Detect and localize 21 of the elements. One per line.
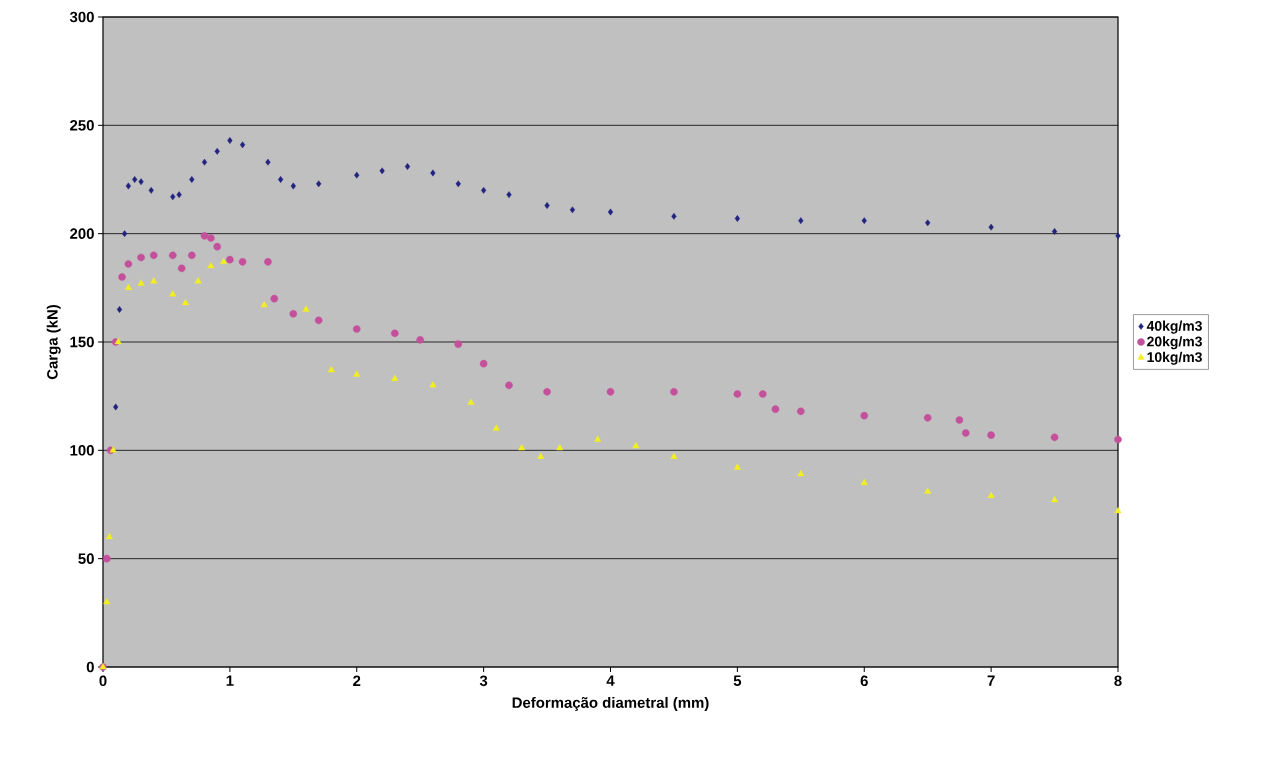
x-tick-label: 2 [353, 675, 361, 686]
y-tick-label: 150 [70, 336, 94, 348]
x-tick-label: 5 [733, 675, 742, 686]
x-axis-title: Deformação diametral (mm) [512, 696, 709, 711]
y-tick-label: 50 [78, 553, 94, 564]
legend-label: 10kg/m3 [1147, 351, 1202, 365]
y-tick-label: 300 [69, 11, 94, 23]
y-tick-label: 100 [70, 445, 94, 456]
x-tick-label: 1 [226, 675, 234, 686]
x-tick-label: 4 [606, 675, 615, 686]
y-axis-title: Carga (kN) [46, 304, 61, 380]
x-tick-label: 0 [99, 675, 107, 687]
legend-label: 40kg/m3 [1146, 320, 1202, 334]
legend-label: 20kg/m3 [1147, 336, 1202, 350]
y-tick-label: 250 [70, 120, 94, 131]
x-tick-label: 6 [860, 675, 868, 687]
y-tick-label: 200 [70, 228, 94, 239]
x-tick-label: 8 [1114, 675, 1122, 687]
x-tick-label: 3 [479, 675, 488, 687]
y-tick-label: 0 [86, 661, 94, 673]
x-tick-label: 7 [987, 675, 995, 686]
